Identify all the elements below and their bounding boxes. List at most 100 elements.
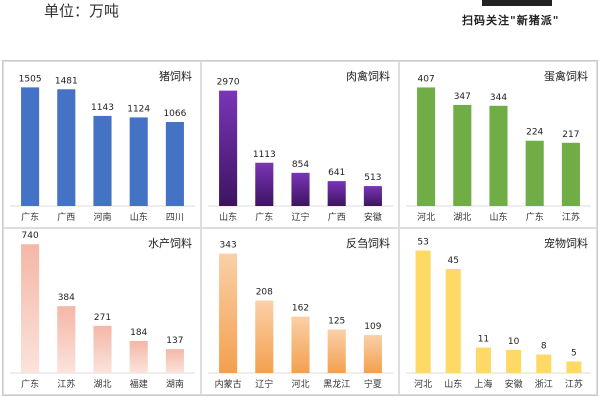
bar (561, 142, 580, 206)
data-label: 854 (292, 160, 309, 170)
data-label: 344 (490, 93, 507, 103)
category-label: 广东 (21, 211, 39, 223)
chart-grid: 1505 广东 1481 广西 1143 河南 1124 山东 1066 四川 猪饲料 2970 山东 1… (2, 60, 598, 396)
data-label: 10 (508, 337, 520, 347)
chart-panel: 2970 山东 1113 广东 854 辽宁 641 广西 513 安徽 肉禽饲料 (201, 61, 399, 228)
data-label: 11 (478, 335, 489, 345)
bar (57, 306, 76, 373)
chart-panel: 343 内蒙古 208 辽宁 162 河北 125 黑龙江 109 宁夏 反刍饲料 (201, 228, 399, 395)
chart-panel: 407 河北 347 湖北 344 山东 224 广东 217 江苏 蛋禽饲料 (399, 61, 597, 228)
data-label: 2970 (217, 78, 240, 88)
data-label: 1124 (127, 104, 150, 114)
chart-title: 水产饲料 (148, 237, 192, 250)
data-label: 384 (58, 293, 75, 303)
category-label: 河北 (291, 378, 309, 390)
category-label: 广东 (255, 211, 273, 223)
bar (57, 89, 76, 206)
data-label: 641 (328, 168, 345, 178)
bar (165, 349, 184, 373)
data-label: 1066 (163, 109, 186, 119)
bar (327, 181, 346, 206)
bar (21, 87, 40, 206)
data-label: 208 (256, 288, 273, 298)
data-label: 217 (562, 130, 579, 140)
data-label: 1143 (91, 103, 114, 113)
category-label: 河北 (414, 378, 432, 390)
bar (291, 172, 310, 206)
chart-title: 蛋禽饲料 (544, 70, 588, 83)
data-label: 343 (220, 241, 237, 251)
category-label: 黑龙江 (323, 378, 350, 390)
data-label: 8 (541, 342, 547, 352)
bar (363, 335, 382, 373)
qr-caption: 扫码关注"新猪派" (462, 14, 560, 27)
category-label: 河北 (417, 211, 435, 223)
category-label: 河南 (93, 211, 111, 223)
data-label: 1113 (253, 150, 276, 160)
bar (255, 162, 274, 206)
chart-panel: 1505 广东 1481 广西 1143 河南 1124 山东 1066 四川 猪饲料 (3, 61, 201, 228)
bar (327, 329, 346, 373)
bar (129, 117, 148, 206)
bar (525, 140, 544, 206)
category-label: 山东 (489, 211, 507, 223)
category-label: 辽宁 (255, 378, 273, 390)
bar (165, 121, 184, 206)
bar (453, 104, 472, 206)
data-label: 184 (130, 328, 147, 338)
data-label: 137 (166, 336, 183, 346)
chart-title: 反刍饲料 (346, 237, 390, 250)
category-label: 辽宁 (291, 211, 309, 223)
bar (219, 253, 238, 373)
category-label: 四川 (166, 213, 184, 223)
bar (219, 90, 238, 206)
bar (566, 361, 582, 373)
data-label: 45 (448, 256, 459, 266)
category-label: 广西 (57, 211, 75, 223)
data-label: 271 (94, 313, 111, 323)
category-label: 浙江 (535, 378, 553, 390)
chart-title: 猪饲料 (159, 70, 192, 83)
bar-chart: 407 河北 347 湖北 344 山东 224 广东 217 江苏 (406, 74, 591, 223)
bar (129, 340, 148, 373)
data-label: 125 (328, 316, 345, 326)
chart-title: 宠物饲料 (544, 237, 588, 250)
bar (417, 87, 436, 206)
category-label: 江苏 (565, 378, 583, 390)
data-label: 5 (571, 348, 577, 358)
data-label: 1481 (55, 76, 78, 86)
chart-title: 肉禽饲料 (346, 70, 390, 83)
category-label: 山东 (444, 378, 462, 390)
category-label: 广东 (526, 211, 544, 223)
bar-chart: 1505 广东 1481 广西 1143 河南 1124 山东 1066 四川 (10, 74, 195, 223)
category-label: 广东 (21, 378, 39, 390)
bar-chart: 343 内蒙古 208 辽宁 162 河北 125 黑龙江 109 宁夏 (208, 241, 393, 390)
data-label: 1505 (19, 74, 42, 84)
category-label: 江苏 (562, 211, 580, 223)
category-label: 内蒙古 (215, 378, 242, 390)
unit-label: 单位：万吨 (44, 2, 120, 20)
category-label: 上海 (474, 378, 492, 390)
data-label: 407 (418, 74, 435, 84)
category-label: 广西 (328, 211, 346, 223)
data-label: 347 (454, 92, 471, 102)
category-label: 山东 (130, 211, 148, 223)
category-label: 安徽 (364, 211, 382, 223)
bar (93, 115, 112, 206)
category-label: 安徽 (505, 378, 523, 390)
bar (445, 269, 461, 373)
data-label: 162 (292, 304, 309, 314)
data-label: 740 (22, 231, 39, 241)
category-label: 山东 (219, 211, 237, 223)
bar (21, 244, 40, 373)
bar (415, 250, 431, 373)
bar (93, 325, 112, 373)
chart-panel: 53 河北 45 山东 11 上海 10 安徽 8 浙江 5 江苏 宠物饲料 (399, 228, 597, 395)
data-label: 53 (417, 238, 428, 248)
bar-chart: 2970 山东 1113 广东 854 辽宁 641 广西 513 安徽 (208, 78, 393, 223)
qr-code (482, 0, 552, 6)
bar-chart: 740 广东 384 江苏 271 湖北 184 福建 137 湖南 (10, 231, 195, 390)
category-label: 湖北 (93, 379, 111, 390)
bar (506, 349, 522, 373)
bar (489, 105, 508, 206)
